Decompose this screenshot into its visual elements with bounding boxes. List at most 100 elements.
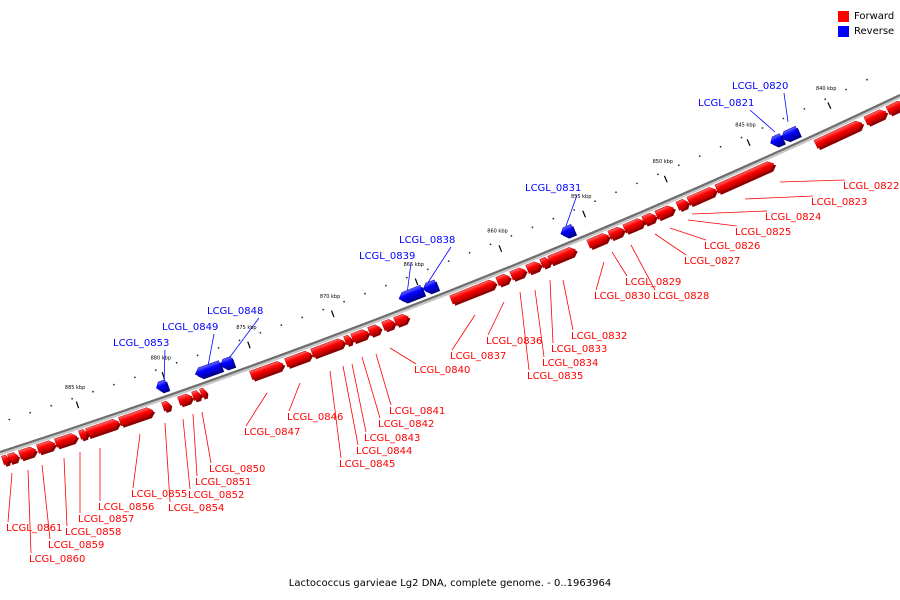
gene-label-lcgl-0861: LCGL_0861 bbox=[6, 523, 62, 534]
ruler-dot bbox=[113, 383, 115, 386]
gene-arrow bbox=[622, 218, 646, 235]
gene-arrow bbox=[509, 267, 528, 282]
ruler-dot bbox=[824, 98, 827, 101]
edge-gene-b-arrow bbox=[885, 100, 900, 116]
ruler-tick bbox=[414, 278, 419, 286]
gene-label-lcgl-0821: LCGL_0821 bbox=[698, 98, 754, 109]
ruler-dots bbox=[8, 78, 868, 421]
leader-line bbox=[41, 464, 51, 540]
ruler-dot bbox=[803, 108, 806, 110]
gene-label-lcgl-0837: LCGL_0837 bbox=[450, 351, 506, 362]
LCGL_0823-arrow bbox=[714, 161, 775, 194]
leader-line bbox=[342, 365, 359, 446]
gene-arrow bbox=[381, 319, 397, 333]
LCGL_0841-arrow bbox=[381, 319, 395, 331]
gene-arrow bbox=[156, 379, 171, 394]
ruler-tick bbox=[582, 210, 587, 218]
gene-label-lcgl-0831: LCGL_0831 bbox=[525, 183, 581, 194]
ruler-dot bbox=[364, 292, 366, 295]
ruler-dot bbox=[698, 155, 701, 158]
gene-label-lcgl-0823: LCGL_0823 bbox=[811, 197, 867, 208]
ruler-dot bbox=[196, 354, 199, 357]
gene-label-lcgl-0835: LCGL_0835 bbox=[527, 371, 583, 382]
leader-line bbox=[451, 314, 476, 351]
ruler-dot bbox=[740, 136, 743, 139]
LCGL_0849-arrow bbox=[194, 360, 223, 378]
gene-arrow bbox=[449, 279, 498, 306]
leader-line bbox=[595, 261, 605, 291]
gene-arrow bbox=[525, 261, 543, 276]
ruler-dot bbox=[154, 369, 157, 371]
gene-label-lcgl-0834: LCGL_0834 bbox=[542, 358, 598, 369]
gene-arrow bbox=[686, 187, 718, 208]
tick-mark bbox=[330, 310, 335, 318]
gene-arrow bbox=[78, 429, 90, 442]
gene-arrow bbox=[177, 393, 195, 408]
ruler-dot bbox=[719, 145, 722, 148]
gene-arrow bbox=[560, 224, 578, 239]
leader-line bbox=[654, 233, 687, 256]
gene-label-lcgl-0822: LCGL_0822 bbox=[843, 181, 899, 192]
ruler-dot bbox=[280, 324, 283, 326]
leader-line bbox=[329, 370, 342, 459]
ruler-dot bbox=[510, 235, 513, 237]
leader-line bbox=[63, 457, 68, 527]
ruler-tick bbox=[330, 310, 335, 318]
ruler-dot bbox=[447, 260, 450, 262]
ruler-dot bbox=[92, 390, 94, 393]
LCGL_0861b-arrow bbox=[1, 454, 10, 466]
leader-line bbox=[164, 422, 171, 503]
leader-line bbox=[691, 210, 768, 215]
leader-line bbox=[163, 349, 166, 385]
gene-label-lcgl-0833: LCGL_0833 bbox=[551, 344, 607, 355]
gene-label-lcgl-0859: LCGL_0859 bbox=[48, 540, 104, 551]
leader-line bbox=[192, 413, 198, 477]
LCGL_0853-arrow bbox=[156, 379, 169, 392]
legend-reverse: Reverse bbox=[838, 24, 894, 39]
gene-label-lcgl-0850: LCGL_0850 bbox=[209, 464, 265, 475]
LCGL_0855-arrow bbox=[118, 407, 154, 427]
gene-arrow bbox=[36, 440, 58, 456]
LCGL_0847-arrow bbox=[249, 361, 284, 381]
gene-label-lcgl-0848: LCGL_0848 bbox=[207, 306, 263, 317]
gene-arrow bbox=[586, 233, 611, 250]
gene-label-lcgl-0855: LCGL_0855 bbox=[131, 489, 187, 500]
leader-line bbox=[565, 194, 578, 227]
ruler-dot bbox=[552, 217, 555, 220]
ruler-dot bbox=[322, 308, 325, 311]
LCGL_0851-arrow bbox=[191, 390, 201, 401]
gene-arrow bbox=[191, 390, 203, 403]
ruler-tick-label: 880 kbp bbox=[151, 355, 171, 361]
LCGL_0833-arrow bbox=[539, 257, 550, 269]
LCGL_0852-arrow bbox=[177, 393, 193, 406]
LCGL_0826-arrow bbox=[654, 205, 674, 220]
ruler-dot bbox=[594, 200, 596, 203]
gene-arrows bbox=[1, 100, 900, 467]
LCGL_0834-arrow bbox=[525, 261, 541, 274]
tick-mark bbox=[582, 210, 587, 218]
gene-arrow bbox=[675, 198, 690, 212]
ruler-tick-label: 885 kbp bbox=[65, 385, 85, 391]
gene-arrow bbox=[284, 350, 314, 369]
ruler-tick bbox=[663, 175, 668, 183]
LCGL_0836-arrow bbox=[495, 273, 510, 287]
ruler-dot bbox=[8, 418, 11, 421]
LCGL_0828-arrow bbox=[622, 218, 644, 234]
ruler-tick bbox=[827, 102, 832, 110]
leader-line bbox=[201, 411, 212, 464]
LCGL_0837-arrow bbox=[449, 279, 496, 305]
leader-line bbox=[630, 244, 656, 291]
tick-mark bbox=[663, 175, 668, 183]
leader-line bbox=[361, 356, 381, 419]
ruler-tick-label: 840 kbp bbox=[816, 86, 836, 92]
gene-label-lcgl-0839: LCGL_0839 bbox=[359, 251, 415, 262]
gene-label-lcgl-0827: LCGL_0827 bbox=[684, 256, 740, 267]
ruler-dot bbox=[385, 284, 387, 287]
tick-mark bbox=[827, 102, 832, 110]
legend-reverse-label: Reverse bbox=[854, 26, 895, 37]
gene-label-lcgl-0844: LCGL_0844 bbox=[356, 446, 412, 457]
LCGL_0829-arrow bbox=[607, 226, 624, 240]
ruler-dot bbox=[175, 361, 178, 364]
LCGL_0824-arrow bbox=[686, 187, 716, 206]
